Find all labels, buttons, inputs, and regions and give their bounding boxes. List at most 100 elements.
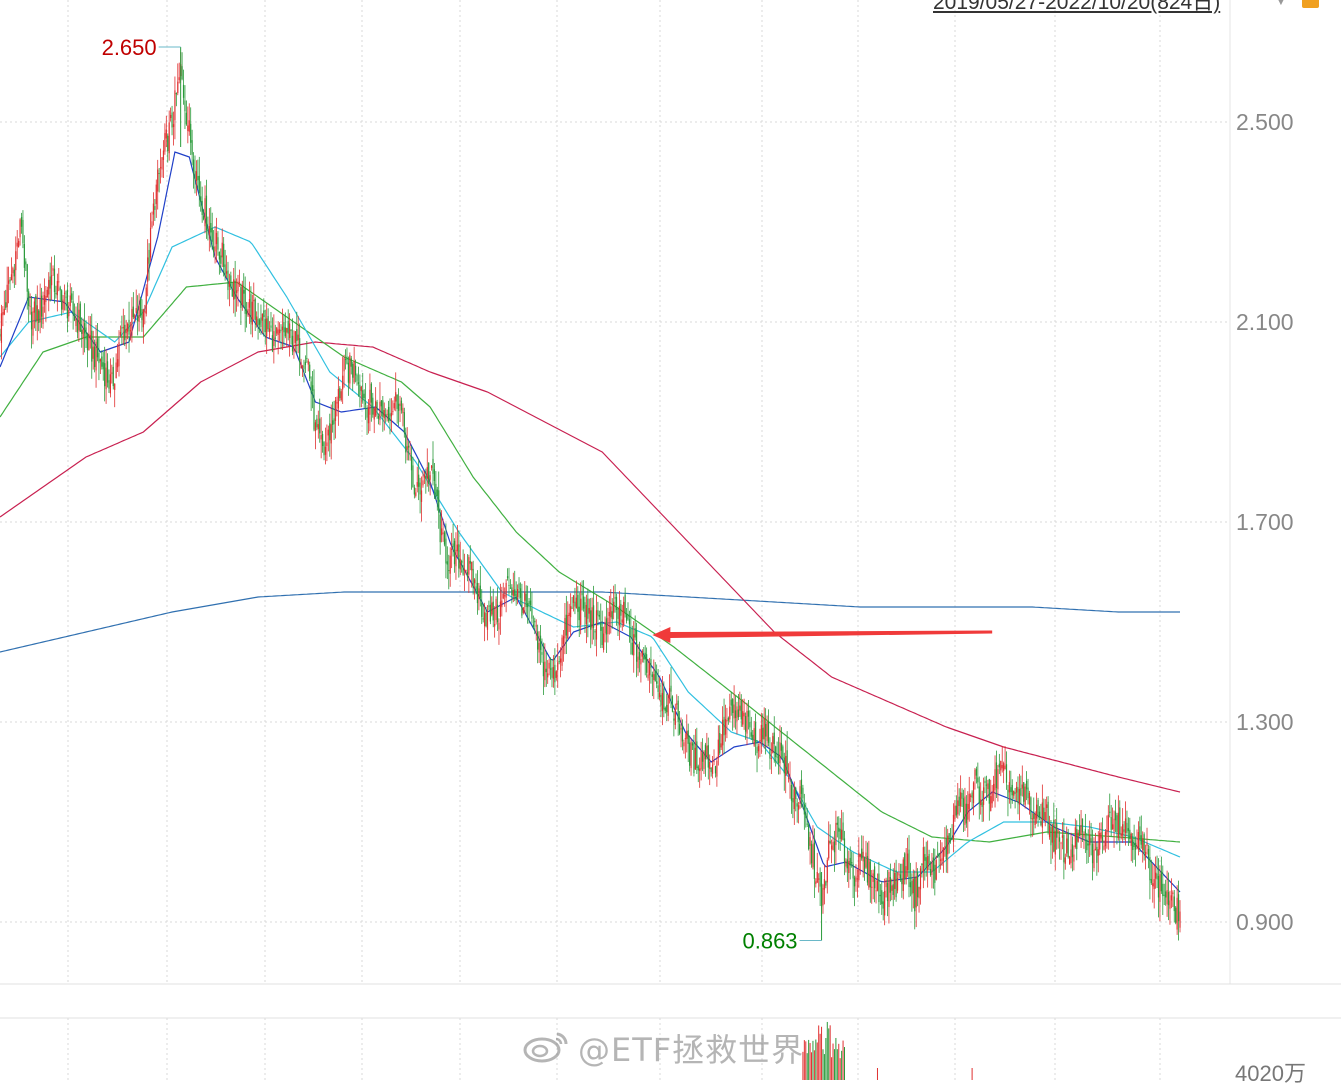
- y-tick-label: 1.300: [1236, 709, 1294, 735]
- candle-down: [852, 863, 854, 879]
- candle-down: [981, 802, 983, 807]
- candle-up: [499, 601, 501, 618]
- candle-up: [742, 711, 744, 725]
- candle-up: [898, 873, 900, 876]
- candle-up: [855, 876, 857, 882]
- candle-up: [1155, 872, 1157, 879]
- candle-up: [888, 872, 890, 907]
- candle-up: [330, 424, 332, 444]
- candle-down: [250, 294, 252, 322]
- candle-up: [327, 429, 329, 436]
- candle-down: [344, 359, 347, 361]
- candle-up: [789, 779, 791, 781]
- candle-up: [95, 341, 97, 371]
- candle-up: [618, 605, 620, 626]
- candle-down: [755, 722, 757, 743]
- candle-down: [234, 280, 236, 299]
- candle-down: [311, 385, 314, 391]
- candle-up: [927, 856, 929, 871]
- candle-down: [55, 292, 57, 295]
- candle-down: [819, 872, 821, 887]
- candle-down: [549, 668, 552, 670]
- candle-up: [99, 359, 101, 362]
- candle-up: [522, 607, 524, 613]
- candle-up: [1097, 849, 1099, 856]
- candle-up: [415, 492, 417, 496]
- candle-up: [580, 598, 582, 625]
- candle-up: [1064, 857, 1066, 864]
- candle-down: [838, 827, 840, 832]
- candle-down: [121, 327, 123, 329]
- candle-up: [386, 413, 388, 415]
- candle-up: [336, 402, 338, 404]
- candle-down: [192, 159, 195, 172]
- candle-down: [26, 264, 28, 292]
- candle-down: [350, 358, 352, 367]
- candle-up: [1068, 856, 1071, 865]
- candle-up: [0, 313, 3, 343]
- candle-up: [145, 287, 147, 314]
- candle-up: [798, 805, 800, 810]
- candle-down: [319, 418, 321, 434]
- candle-down: [217, 237, 219, 250]
- candle-down: [191, 140, 193, 155]
- candle-up: [48, 279, 50, 295]
- candle-up: [865, 852, 867, 868]
- candle-down: [1058, 837, 1061, 842]
- candle-down: [988, 779, 990, 804]
- candle-up: [733, 704, 735, 719]
- candle-down: [476, 582, 479, 604]
- candle-up: [968, 793, 970, 810]
- candle-up: [640, 658, 642, 665]
- candle-down: [329, 423, 331, 441]
- dropdown-caret-icon[interactable]: ▼: [1275, 0, 1287, 8]
- candle-up: [1046, 804, 1048, 809]
- candle-up: [1008, 782, 1010, 793]
- candle-down: [808, 824, 810, 850]
- candle-down: [260, 317, 262, 327]
- candle-up: [392, 411, 394, 413]
- candle-up: [353, 360, 355, 383]
- candle-up: [277, 329, 279, 335]
- candle-up: [491, 602, 493, 615]
- candle-up: [841, 829, 843, 840]
- candle-up: [324, 446, 327, 455]
- candle-up: [982, 787, 985, 805]
- date-range-selector[interactable]: 2019/05/27-2022/10/20(824日): [933, 0, 1221, 14]
- candle-down: [5, 302, 7, 308]
- candle-up: [68, 310, 70, 317]
- candle-down: [61, 290, 63, 310]
- candle-down: [829, 841, 831, 844]
- candle-up: [294, 331, 296, 343]
- candle-down: [352, 363, 354, 378]
- candle-up: [1036, 804, 1038, 819]
- candle-up: [63, 292, 66, 294]
- candle-down: [432, 458, 434, 474]
- candle-up: [972, 782, 975, 804]
- candle-down: [849, 857, 851, 866]
- candle-down: [707, 745, 709, 768]
- candle-up: [337, 389, 339, 409]
- candle-up: [648, 662, 651, 676]
- candle-up: [552, 667, 555, 679]
- candle-up: [1000, 760, 1002, 771]
- candle-down: [485, 612, 487, 627]
- candle-up: [426, 467, 428, 479]
- candle-up: [114, 383, 116, 390]
- candle-down: [638, 651, 641, 660]
- candle-down: [878, 873, 880, 903]
- candle-down: [316, 418, 318, 428]
- candle-up: [178, 77, 180, 81]
- candle-up: [816, 872, 818, 883]
- candle-down: [205, 195, 208, 231]
- candle-down: [654, 670, 656, 682]
- info-badge-icon[interactable]: [1302, 0, 1319, 8]
- candle-down: [438, 490, 440, 513]
- candle-up: [486, 610, 489, 630]
- candle-up: [134, 314, 136, 319]
- candle-up: [1172, 892, 1174, 894]
- candle-down: [1175, 907, 1177, 923]
- candle-down: [1010, 787, 1012, 793]
